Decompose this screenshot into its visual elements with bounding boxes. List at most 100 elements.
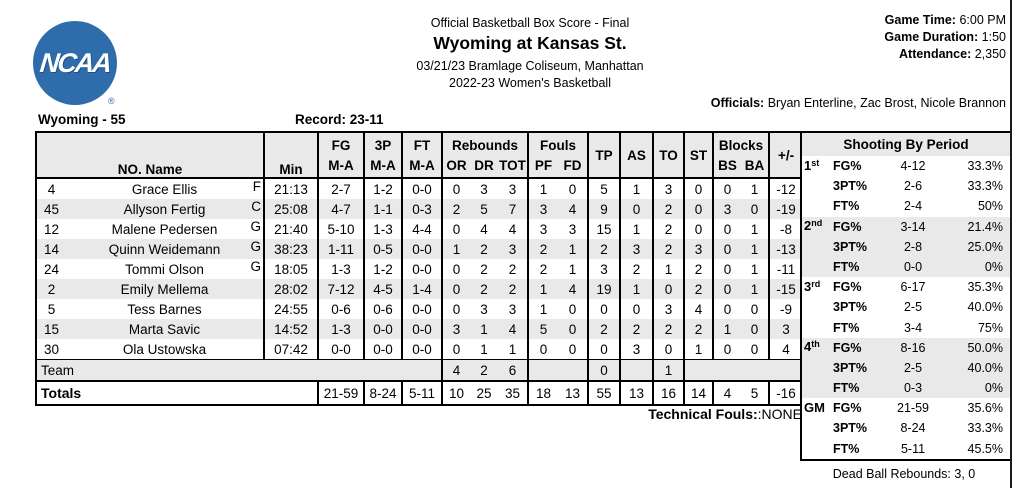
stat-dr: 25 bbox=[470, 380, 498, 405]
stat-ba: 0 bbox=[741, 319, 770, 339]
team-row-label: Team bbox=[36, 359, 442, 381]
percentage: 33.3% bbox=[967, 179, 1003, 194]
made-attempt: 3-14 bbox=[900, 219, 926, 234]
stat-ba: 5 bbox=[741, 380, 770, 405]
stat-as: 0 bbox=[619, 199, 654, 219]
stat-tot: 6 bbox=[498, 359, 529, 381]
stat-pf: 1 bbox=[527, 279, 559, 299]
percentage: 35.3% bbox=[967, 280, 1003, 295]
game-duration-label: Game Duration: bbox=[884, 30, 979, 44]
stat-pf: 1 bbox=[527, 178, 559, 199]
col-header-tp: TP bbox=[587, 132, 621, 178]
stat-as: 2 bbox=[619, 319, 654, 339]
percentage: 40.0% bbox=[967, 360, 1003, 375]
stat-label: 3PT% bbox=[833, 179, 868, 194]
stat-as: 3 bbox=[619, 339, 654, 360]
attendance-label: Attendance: bbox=[899, 47, 972, 61]
shooting-row: 3rd FG% 6-17 35.3% bbox=[802, 277, 1010, 297]
stat-fg: 7-12 bbox=[317, 279, 364, 299]
percentage: 21.4% bbox=[967, 219, 1003, 234]
stat-bs: 4 bbox=[712, 380, 742, 405]
stat-plus-minus: 4 bbox=[768, 339, 804, 360]
player-name-cell: Malene Pedersen G bbox=[66, 219, 264, 239]
made-attempt: 0-3 bbox=[903, 381, 923, 396]
col-header-st: ST bbox=[683, 132, 714, 178]
stat-to: 1 bbox=[652, 259, 685, 279]
player-name: Quinn Weidemann bbox=[108, 241, 221, 257]
table-row: 15 Marta Savic 14:52 1-3 0-0 0-0 3 1 4 5… bbox=[36, 319, 804, 339]
empty-cell bbox=[683, 359, 804, 381]
stat-label: 3PT% bbox=[833, 300, 868, 315]
venue-line: 03/21/23 Bramlage Coliseum, Manhattan bbox=[416, 59, 644, 73]
stat-pf: 1 bbox=[527, 299, 559, 319]
stat-3p: 4-5 bbox=[363, 279, 402, 299]
stat-plus-minus: -11 bbox=[768, 259, 804, 279]
col-header-blocks: Blocks bbox=[712, 132, 770, 158]
stat-bs: 0 bbox=[712, 299, 742, 319]
stat-tp: 0 bbox=[587, 359, 621, 381]
player-name: Marta Savic bbox=[128, 321, 201, 337]
table-row: 5 Tess Barnes 24:55 0-6 0-6 0-0 0 3 3 1 … bbox=[36, 299, 804, 319]
dead-ball-rebounds-line: Dead Ball Rebounds: 3, 0 bbox=[832, 467, 976, 481]
player-number: 45 bbox=[36, 199, 66, 219]
shooting-row: FT% 2-4 50% bbox=[802, 196, 1010, 216]
stat-label: FG% bbox=[833, 159, 862, 173]
stat-pf: 3 bbox=[527, 219, 559, 239]
player-name: Grace Ellis bbox=[131, 181, 198, 197]
player-name: Tess Barnes bbox=[127, 301, 202, 317]
game-time-label: Game Time: bbox=[884, 13, 956, 27]
stat-label: 3PT% bbox=[833, 421, 868, 436]
ncaa-logo: NCAA bbox=[33, 21, 117, 105]
period-number: GM bbox=[804, 400, 825, 416]
percentage: 33.3% bbox=[967, 159, 1003, 173]
stat-min: 21:13 bbox=[263, 178, 318, 199]
percentage: 33.3% bbox=[967, 421, 1003, 436]
stat-fd: 0 bbox=[568, 301, 577, 317]
player-name: Malene Pedersen bbox=[111, 221, 218, 237]
stat-to: 2 bbox=[652, 199, 685, 219]
shooting-row: 3PT% 2-5 40.0% bbox=[802, 357, 1010, 379]
col-subheader-bs: BS bbox=[712, 158, 742, 178]
stat-st: 0 bbox=[683, 219, 714, 239]
stat-st: 3 bbox=[683, 239, 714, 259]
stat-dr: 4 bbox=[480, 221, 488, 237]
stat-label: FT% bbox=[833, 381, 860, 396]
period-ordinal: st bbox=[811, 157, 820, 168]
ncaa-logo-text: NCAA bbox=[38, 47, 112, 78]
game-info-block: Game Time: 6:00 PM Game Duration: 1:50 A… bbox=[884, 12, 1006, 63]
col-header-fg: FG bbox=[317, 132, 364, 158]
player-number: 12 bbox=[43, 221, 60, 237]
stat-min: 21:40 bbox=[263, 219, 318, 239]
stat-3p: 1-3 bbox=[363, 219, 402, 239]
player-position: G bbox=[250, 259, 261, 274]
player-name: Emily Mellema bbox=[120, 281, 209, 297]
player-name: Allyson Fertig bbox=[123, 201, 206, 217]
player-name-cell: Grace Ellis F bbox=[66, 178, 264, 199]
stat-tot: 4 bbox=[498, 319, 529, 339]
table-row: 24 Tommi Olson G 18:05 1-3 1-2 0-0 0 2 2 … bbox=[36, 259, 804, 279]
stat-as: 13 bbox=[619, 380, 654, 405]
stat-ft: 4-4 bbox=[401, 219, 442, 239]
stat-tp: 55 bbox=[587, 380, 621, 405]
empty-cell bbox=[619, 359, 654, 381]
stat-ba: 1 bbox=[750, 221, 759, 237]
stat-ba: 1 bbox=[741, 239, 770, 259]
shooting-row: 3PT% 2-5 40.0% bbox=[802, 297, 1010, 317]
stat-tot: 2 bbox=[498, 279, 529, 299]
stat-fg: 2-7 bbox=[317, 178, 364, 199]
stat-3p: 0-0 bbox=[363, 339, 402, 360]
shooting-row: 2nd FG% 3-14 21.4% bbox=[802, 216, 1010, 237]
stat-plus-minus: -13 bbox=[768, 239, 804, 259]
stat-label: FT% bbox=[833, 199, 860, 214]
officials-names: Bryan Enterline, Zac Brost, Nicole Brann… bbox=[764, 96, 1006, 110]
stat-dr: 1 bbox=[470, 319, 498, 339]
stat-fd: 4 bbox=[558, 199, 589, 219]
team-record: Record: 23-11 bbox=[295, 112, 384, 127]
period-ordinal: rd bbox=[811, 278, 821, 289]
stat-or: 0 bbox=[441, 339, 470, 360]
made-attempt: 8-24 bbox=[900, 421, 926, 436]
player-name-cell: Tommi Olson G bbox=[66, 259, 264, 279]
stat-ft: 0-0 bbox=[401, 178, 442, 199]
player-position: G bbox=[250, 239, 261, 254]
col-header-to: TO bbox=[652, 132, 685, 178]
